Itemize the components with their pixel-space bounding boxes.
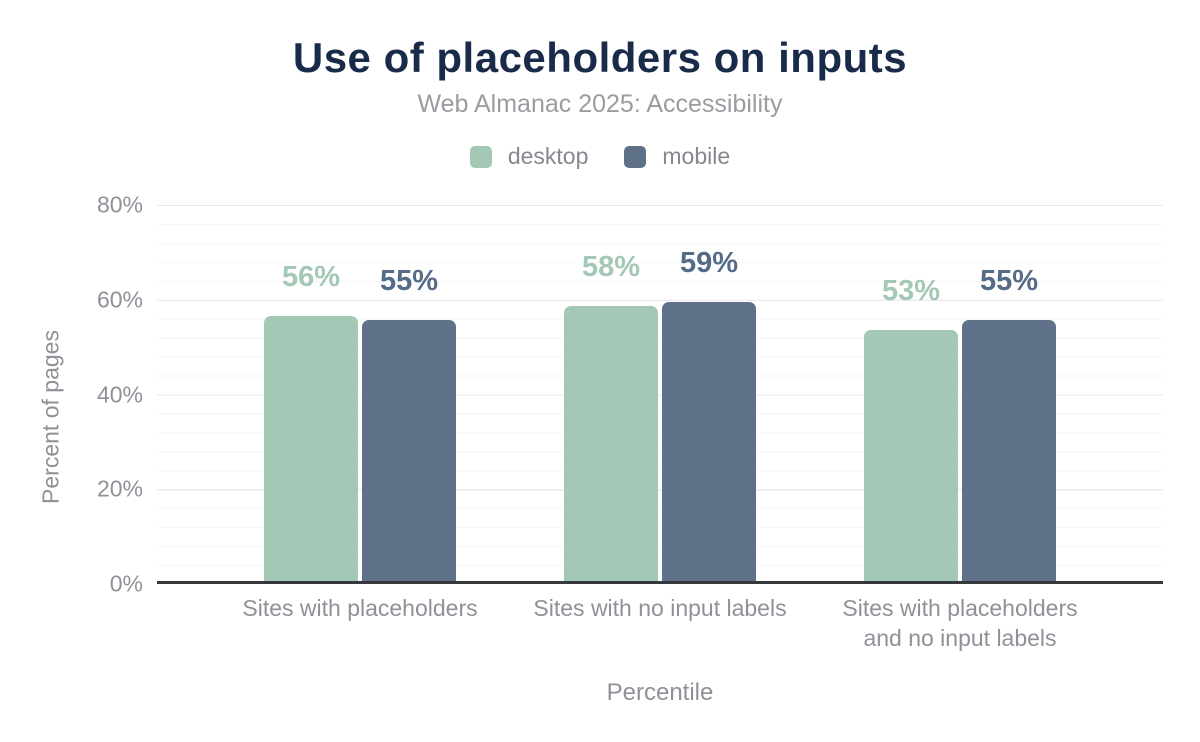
legend-item-mobile[interactable]: mobile	[624, 143, 730, 170]
desktop-value-label: 58%	[581, 251, 641, 284]
desktop-swatch-icon	[469, 145, 492, 168]
desktop-bar[interactable]	[264, 315, 358, 581]
category-label: Sites with placeholders and no input lab…	[842, 595, 1078, 652]
legend-label-mobile: mobile	[662, 143, 731, 169]
mobile-swatch-icon	[624, 145, 647, 168]
category-label: Sites with no input labels	[533, 595, 787, 621]
bar-desktop: 58%	[564, 205, 658, 581]
bar-mobile: 55%	[362, 205, 456, 581]
desktop-bar[interactable]	[564, 306, 658, 581]
chart-subtitle: Web Almanac 2025: Accessibility	[417, 90, 783, 118]
y-axis-tick-labels: 0% 20% 40% 60% 80%	[0, 193, 143, 595]
legend: desktop mobile	[0, 143, 1200, 170]
plot-area: 56% 55% 58% 59% 53% 55%	[157, 205, 1163, 584]
mobile-bar[interactable]	[362, 320, 456, 581]
desktop-value-label: 56%	[281, 260, 341, 293]
y-tick-label: 20%	[96, 475, 143, 502]
x-axis-category-labels: Sites with placeholders Sites with no inp…	[157, 593, 1163, 654]
chart-title: Use of placeholders on inputs	[292, 34, 908, 81]
bar-mobile: 55%	[962, 205, 1056, 581]
mobile-value-label: 59%	[679, 246, 739, 279]
mobile-bar[interactable]	[962, 320, 1056, 581]
legend-label-desktop: desktop	[507, 143, 589, 169]
legend-item-desktop[interactable]: desktop	[469, 143, 589, 170]
y-tick-label: 40%	[96, 381, 143, 407]
y-tick-label: 60%	[96, 286, 143, 313]
bar-group: 53% 55%	[810, 205, 1110, 581]
bar-group: 58% 59%	[510, 205, 810, 581]
x-axis-title: Percentile	[606, 679, 714, 706]
mobile-value-label: 55%	[979, 265, 1039, 298]
bar-desktop: 53%	[864, 205, 958, 581]
y-tick-label: 80%	[96, 191, 143, 218]
mobile-value-label: 55%	[379, 265, 439, 298]
mobile-bar[interactable]	[662, 301, 756, 581]
desktop-value-label: 53%	[881, 274, 941, 307]
y-tick-label: 0%	[109, 570, 143, 597]
desktop-bar[interactable]	[864, 329, 958, 581]
bar-desktop: 56%	[264, 205, 358, 581]
bar-mobile: 59%	[662, 205, 756, 581]
bar-group: 56% 55%	[210, 205, 510, 581]
category-label: Sites with placeholders	[242, 595, 478, 621]
